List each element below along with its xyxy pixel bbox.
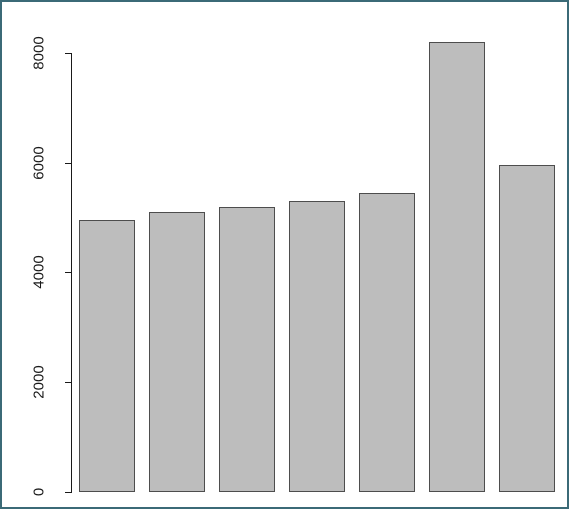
chart-frame: 0 2000 4000 6000 8000 [0,0,569,509]
y-tick-mark [65,163,72,164]
y-tick-mark [65,382,72,383]
y-tick-mark [65,53,72,54]
bar [429,42,485,492]
y-axis: 02000400060008000 [2,20,72,492]
y-tick-label: 6000 [31,146,48,179]
bar [149,212,205,492]
y-tick-label: 8000 [31,36,48,69]
bar [79,220,135,492]
y-tick-mark [65,492,72,493]
y-tick-mark [65,272,72,273]
bar [359,193,415,492]
bars-container [72,20,562,492]
bar [289,201,345,492]
y-tick-label: 4000 [31,256,48,289]
y-tick-label: 2000 [31,366,48,399]
bar [499,165,555,492]
bar [219,207,275,492]
y-tick-label: 0 [31,488,48,496]
plot-area [72,20,562,492]
